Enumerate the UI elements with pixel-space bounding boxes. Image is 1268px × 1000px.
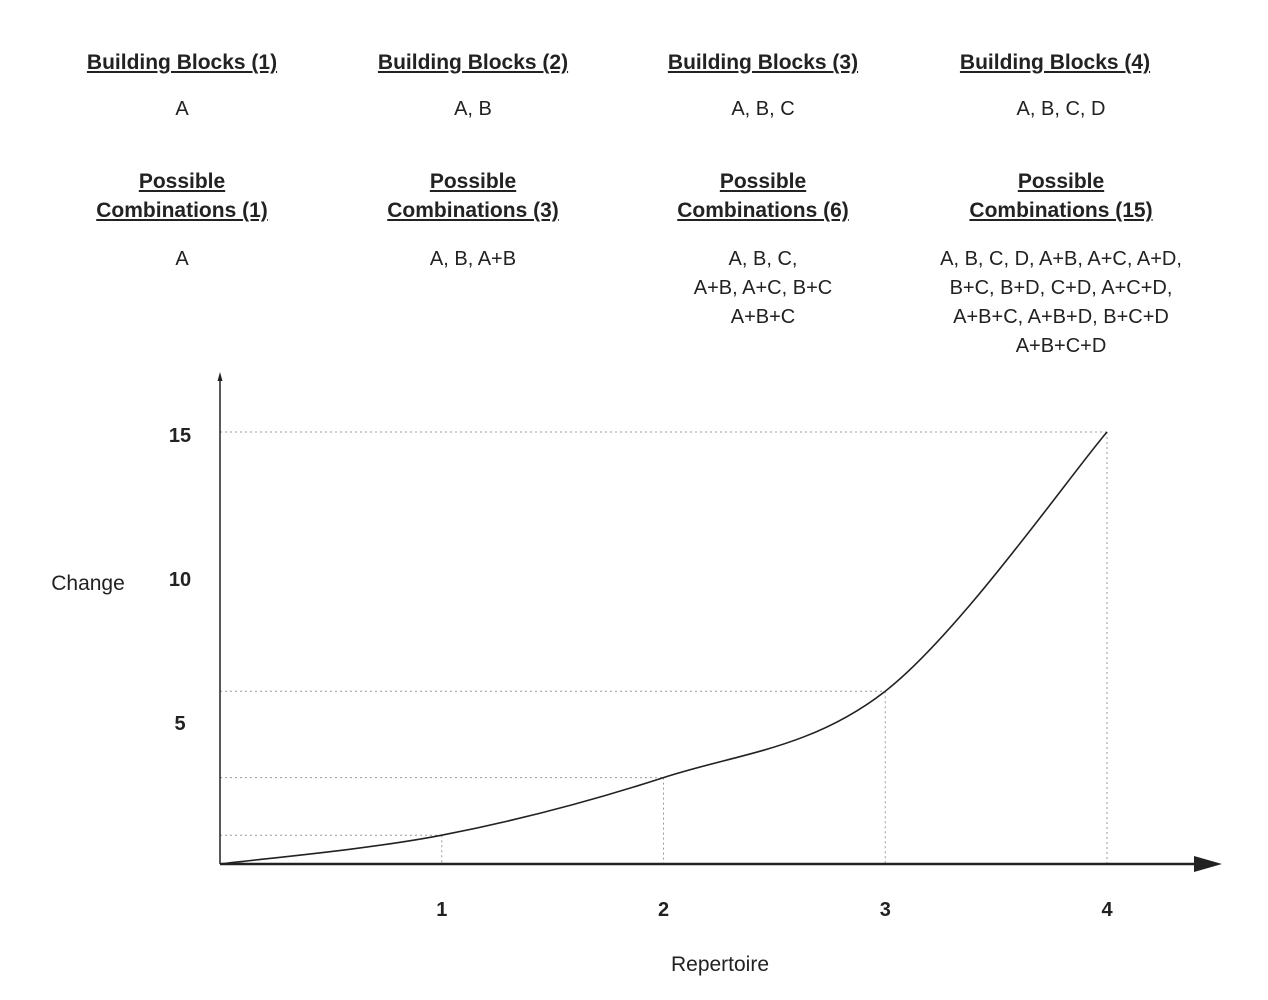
y-tick-label: 5 [174,713,185,735]
combinations-line: A+B, A+C, B+C [693,277,833,299]
combinations-line: A+B+C, A+B+D, B+C+D [953,306,1169,328]
combinations-heading: Possible Combinations (15) [898,167,1224,225]
y-tick-label: 10 [169,569,191,591]
x-tick-label: 3 [880,899,891,921]
building-blocks-list: A, B [454,98,492,120]
x-tick-label: 2 [658,899,669,921]
combinations-heading: Possible Combinations (3) [333,167,613,225]
combinations-list: A, B, A+B [333,245,613,274]
tick-labels: 1 2 3 4 5 10 15 [169,425,1114,921]
x-axis-label: Repertoire [671,953,769,976]
x-tick-label: 1 [436,899,447,921]
building-blocks-list: A [175,98,189,120]
x-tick-label: 4 [1101,899,1113,921]
combinations-heading-line-1: Possible [719,170,807,193]
building-blocks-heading: Building Blocks (2) [377,51,569,74]
combinations-line: A [175,248,189,270]
guide-lines [220,431,1108,864]
building-blocks-list: A, B, C, D [1016,98,1106,120]
combinations-line: A, B, C, D, A+B, A+C, A+D, [940,248,1182,270]
combinations-heading-line-1: Possible [138,170,226,193]
combinations-heading-line-2: Combinations (6) [677,199,849,222]
combinations-heading-line-1: Possible [1017,170,1105,193]
building-blocks-heading: Building Blocks (3) [667,51,859,74]
column-2: Building Blocks (2) A, B Possible Combin… [333,48,613,274]
axes [217,372,1222,872]
combinations-heading-line-1: Possible [429,170,517,193]
building-blocks-heading: Building Blocks (1) [86,51,278,74]
combinations-line: A, B, C, [728,248,798,270]
column-3: Building Blocks (3) A, B, C Possible Com… [623,48,903,332]
column-4: Building Blocks (4) A, B, C, D Possible … [898,48,1224,361]
y-tick-label: 15 [169,425,191,447]
combinations-heading-line-2: Combinations (15) [969,199,1153,222]
building-blocks-list: A, B, C [731,98,795,120]
combinations-list: A, B, C, D, A+B, A+C, A+D, B+C, B+D, C+D… [898,245,1224,361]
y-axis-arrow [217,372,223,381]
combinations-heading: Possible Combinations (1) [42,167,322,225]
x-axis-arrow [1194,856,1222,872]
combinations-line: A+B+C [730,306,796,328]
series-line [219,431,1108,865]
data-points [219,431,1108,865]
combinations-list: A, B, C, A+B, A+C, B+C A+B+C [623,245,903,332]
column-1: Building Blocks (1) A Possible Combinati… [42,48,322,274]
combinations-heading: Possible Combinations (6) [623,167,903,225]
combinations-line: B+C, B+D, C+D, A+C+D, [949,277,1173,299]
y-axis-label: Change [51,572,125,595]
combinations-heading-line-2: Combinations (1) [96,199,268,222]
combinations-list: A [42,245,322,274]
combinations-heading-line-2: Combinations (3) [387,199,559,222]
combinations-line: A+B+C+D [1015,335,1107,357]
building-blocks-heading: Building Blocks (4) [959,51,1151,74]
combinations-line: A, B, A+B [429,248,517,270]
